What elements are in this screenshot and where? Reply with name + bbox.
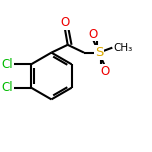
Text: Cl: Cl xyxy=(2,81,13,94)
Text: O: O xyxy=(89,28,98,41)
Text: Cl: Cl xyxy=(2,58,13,71)
Text: O: O xyxy=(100,65,109,78)
Text: O: O xyxy=(60,16,69,29)
Text: CH₃: CH₃ xyxy=(114,43,133,53)
Text: S: S xyxy=(95,46,103,59)
